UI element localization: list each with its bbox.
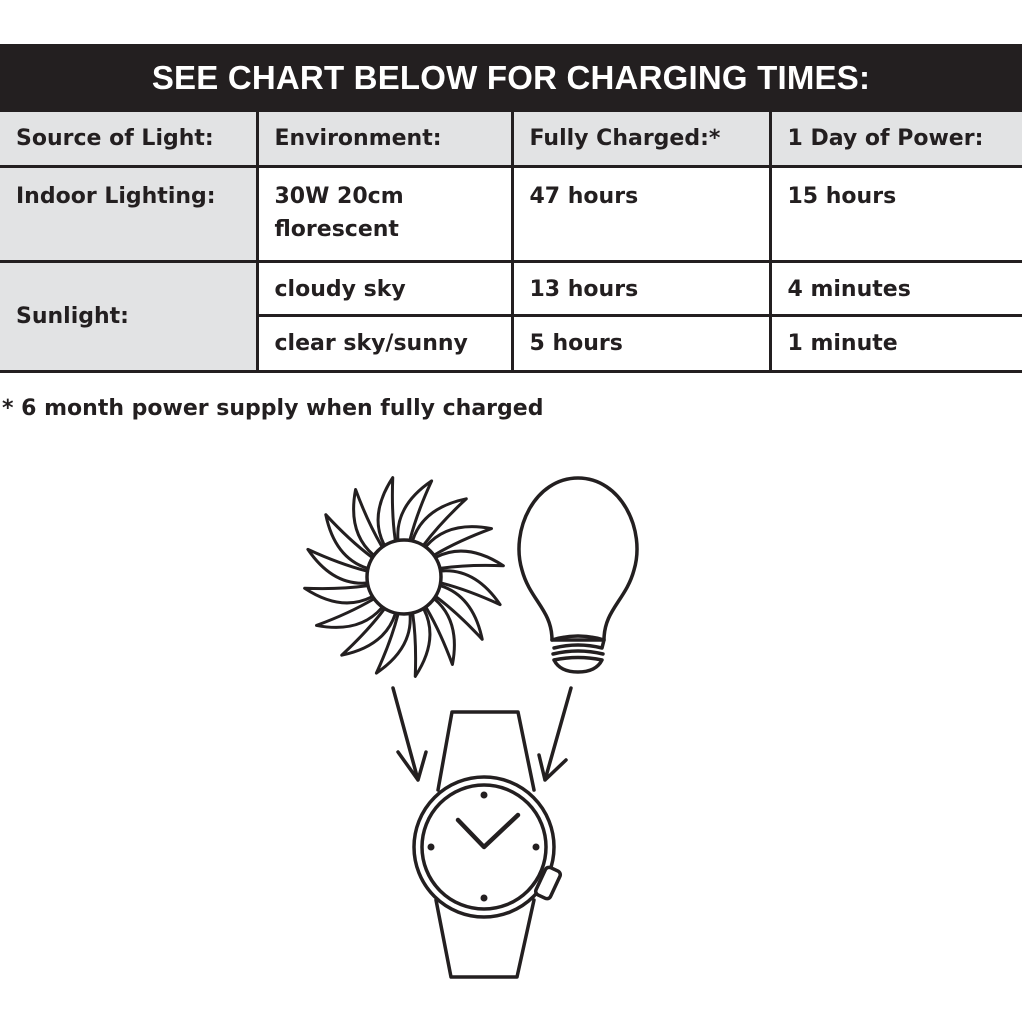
table-row: Sunlight: cloudy sky 13 hours 4 minutes [0,259,1022,373]
sun-ray [411,497,468,547]
header-one-day: 1 Day of Power: [768,112,1022,168]
cell-fully-charged: 5 hours [510,313,772,373]
cell-source: Sunlight: [0,259,259,373]
header-environment: Environment: [255,112,514,168]
environment-line: 30W 20cm [274,183,404,209]
sun-icon [303,476,505,678]
arrow-down-icon [537,686,573,782]
light-bulb-icon [517,476,639,674]
chart-banner: SEE CHART BELOW FOR CHARGING TIMES: [0,44,1022,112]
cell-one-day: 4 minutes [768,259,1022,317]
cell-environment: clear sky/sunny [257,313,514,373]
footnote: * 6 month power supply when fully charge… [2,396,544,421]
sun-ray [374,613,412,675]
header-source: Source of Light: [0,112,259,168]
cell-environment: cloudy sky [255,259,514,317]
table-header-row: Source of Light: Environment: Fully Char… [0,112,1022,168]
sun-ray [340,607,397,657]
charging-times-table: Source of Light: Environment: Fully Char… [0,112,1022,373]
cell-environment: 30W 20cm florescent [255,164,514,263]
sun-ray [434,584,484,641]
sun-ray [324,513,374,570]
header-fully-charged: Fully Charged:* [510,112,772,168]
table-row: Indoor Lighting: 30W 20cm florescent 47 h… [0,164,1022,263]
sun-ray [303,584,374,605]
cell-fully-charged: 47 hours [510,164,772,263]
cell-one-day: 15 hours [768,164,1022,263]
cell-fully-charged: 13 hours [510,259,772,317]
sun-ray [424,597,456,666]
sun-ray [434,549,505,570]
arrow-down-icon [391,686,428,782]
sun-ray [352,488,384,557]
sun-ray [424,525,493,557]
sun-ray [411,607,432,678]
cell-source: Indoor Lighting: [0,164,259,263]
sun-ray [315,597,384,629]
environment-line: florescent [274,216,399,242]
wristwatch-icon [412,710,563,979]
sun-ray [396,479,434,541]
sun-ray [306,547,368,585]
table-row: clear sky/sunny 5 hours 1 minute [0,313,1022,373]
sun-ray [376,476,397,547]
cell-one-day: 1 minute [768,313,1022,373]
sun-ray [440,569,502,607]
